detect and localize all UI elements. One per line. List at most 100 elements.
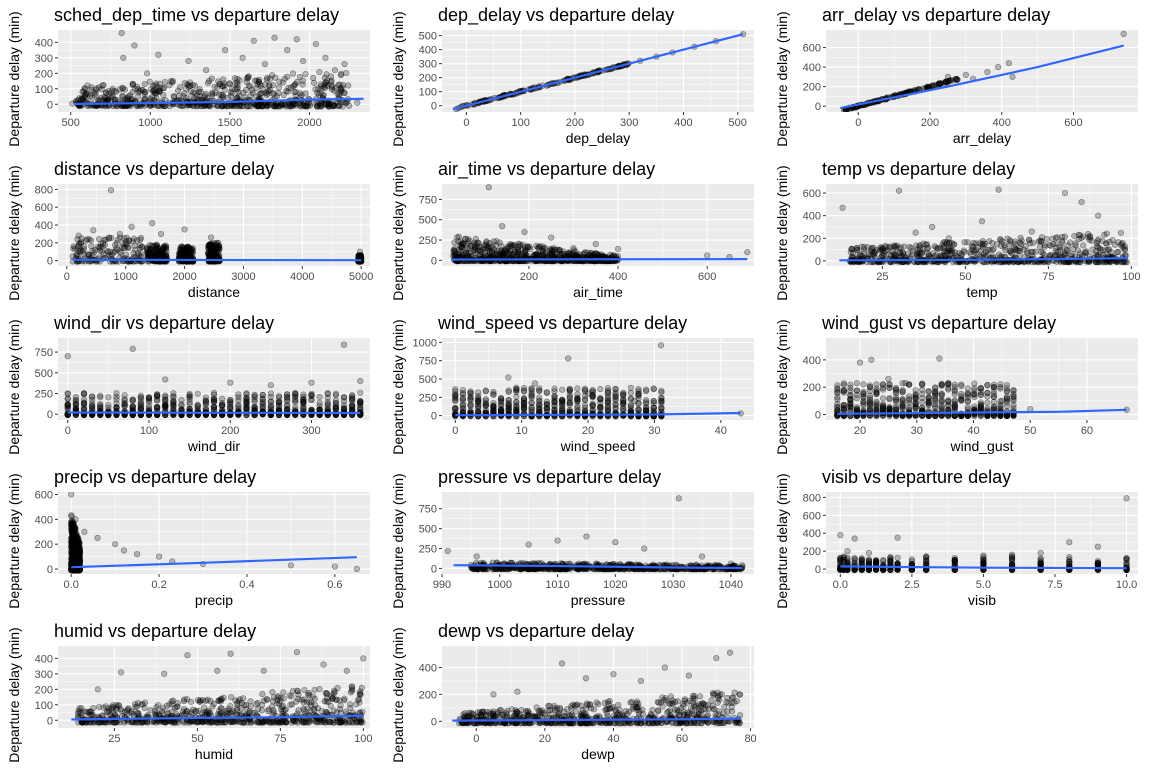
data-point-dense bbox=[105, 401, 112, 409]
data-point-dense bbox=[104, 248, 111, 255]
x-tick-label: 300 bbox=[620, 117, 638, 129]
data-point-dense bbox=[267, 390, 274, 397]
data-point-dense bbox=[478, 248, 485, 255]
data-point-dense bbox=[102, 89, 109, 96]
data-point-dense bbox=[304, 102, 311, 109]
data-point-dense bbox=[112, 241, 119, 249]
data-point-dense bbox=[152, 89, 159, 97]
data-point-dense bbox=[88, 86, 95, 94]
data-point-dense bbox=[312, 86, 319, 93]
data-point bbox=[129, 345, 136, 352]
data-point-dense bbox=[324, 100, 331, 107]
data-point-dense bbox=[986, 246, 993, 253]
data-point-dense bbox=[493, 251, 500, 258]
data-point-dense bbox=[137, 398, 144, 405]
data-point-dense bbox=[1075, 231, 1082, 238]
data-point-dense bbox=[865, 250, 872, 257]
data-point-dense bbox=[125, 244, 132, 251]
data-point-dense bbox=[485, 243, 492, 250]
y-axis-label: Departure delay (min) bbox=[6, 165, 22, 300]
data-point-dense bbox=[218, 102, 226, 110]
data-point-dense bbox=[273, 103, 280, 110]
data-point-dense bbox=[882, 247, 889, 254]
data-point bbox=[839, 204, 846, 211]
data-point-dense bbox=[147, 246, 154, 253]
data-point-dense bbox=[973, 247, 980, 254]
data-point-dense bbox=[945, 77, 952, 85]
data-point-dense bbox=[129, 396, 136, 403]
data-point-dense bbox=[1035, 238, 1042, 245]
data-point-dense bbox=[278, 101, 285, 108]
data-point-dense bbox=[1112, 258, 1120, 265]
data-point-dense bbox=[541, 245, 548, 253]
data-point-dense bbox=[188, 92, 195, 100]
data-point-dense bbox=[462, 235, 469, 243]
data-point-dense bbox=[122, 96, 129, 103]
data-point-dense bbox=[498, 247, 505, 254]
data-point-dense bbox=[189, 248, 196, 255]
y-tick-label: 750 bbox=[35, 347, 53, 359]
data-point-dense bbox=[116, 234, 124, 241]
data-point-dense bbox=[207, 247, 215, 254]
y-tick-label: 500 bbox=[419, 215, 437, 227]
x-axis-label: dep_delay bbox=[566, 130, 631, 146]
data-point-dense bbox=[263, 91, 270, 99]
data-point-dense bbox=[122, 251, 130, 258]
data-point-dense bbox=[206, 249, 213, 257]
data-point-dense bbox=[328, 78, 335, 85]
data-point-dense bbox=[219, 83, 226, 90]
data-point-dense bbox=[468, 242, 475, 249]
data-point-dense bbox=[317, 89, 324, 97]
smooth-line bbox=[73, 97, 364, 106]
data-point-dense bbox=[271, 101, 278, 109]
data-point-dense bbox=[103, 89, 110, 96]
data-point-dense bbox=[214, 84, 221, 91]
data-point-dense bbox=[181, 246, 188, 253]
data-point-dense bbox=[232, 80, 239, 87]
data-point-dense bbox=[108, 234, 115, 241]
data-point bbox=[107, 187, 115, 194]
data-point-dense bbox=[269, 90, 276, 97]
data-point-dense bbox=[184, 250, 192, 257]
data-point-dense bbox=[135, 89, 142, 96]
data-point-dense bbox=[945, 248, 952, 255]
data-point-dense bbox=[868, 244, 876, 251]
data-point-dense bbox=[177, 245, 184, 252]
data-point-dense bbox=[1111, 241, 1119, 248]
data-point-dense bbox=[566, 392, 573, 399]
data-point-dense bbox=[878, 246, 885, 254]
data-point-dense bbox=[462, 235, 469, 242]
data-point-dense bbox=[151, 252, 158, 259]
data-point-dense bbox=[184, 246, 191, 253]
data-point bbox=[592, 240, 599, 248]
data-point-dense bbox=[355, 252, 363, 260]
data-point-dense bbox=[1085, 234, 1092, 241]
data-point-dense bbox=[1074, 247, 1081, 254]
data-point-dense bbox=[1101, 231, 1108, 238]
data-point-dense bbox=[209, 89, 216, 96]
data-point-dense bbox=[508, 242, 515, 249]
data-point-dense bbox=[970, 247, 977, 254]
data-point-dense bbox=[476, 251, 484, 258]
data-point-dense bbox=[113, 239, 120, 247]
x-tick-label: 400 bbox=[674, 117, 692, 129]
data-point-dense bbox=[89, 94, 96, 101]
data-point-dense bbox=[212, 246, 219, 253]
data-point-dense bbox=[190, 89, 197, 96]
data-point-dense bbox=[205, 242, 212, 249]
data-point-dense bbox=[883, 243, 890, 251]
data-point-dense bbox=[182, 85, 190, 92]
data-point-dense bbox=[496, 239, 503, 246]
data-point-dense bbox=[300, 102, 307, 109]
data-point-dense bbox=[235, 397, 242, 404]
data-point-dense bbox=[451, 248, 458, 255]
data-point-dense bbox=[205, 251, 213, 259]
data-point-dense bbox=[949, 249, 956, 256]
data-point-dense bbox=[451, 247, 458, 255]
data-point bbox=[1078, 198, 1085, 206]
data-point-dense bbox=[211, 248, 218, 255]
data-point-dense bbox=[906, 243, 913, 251]
